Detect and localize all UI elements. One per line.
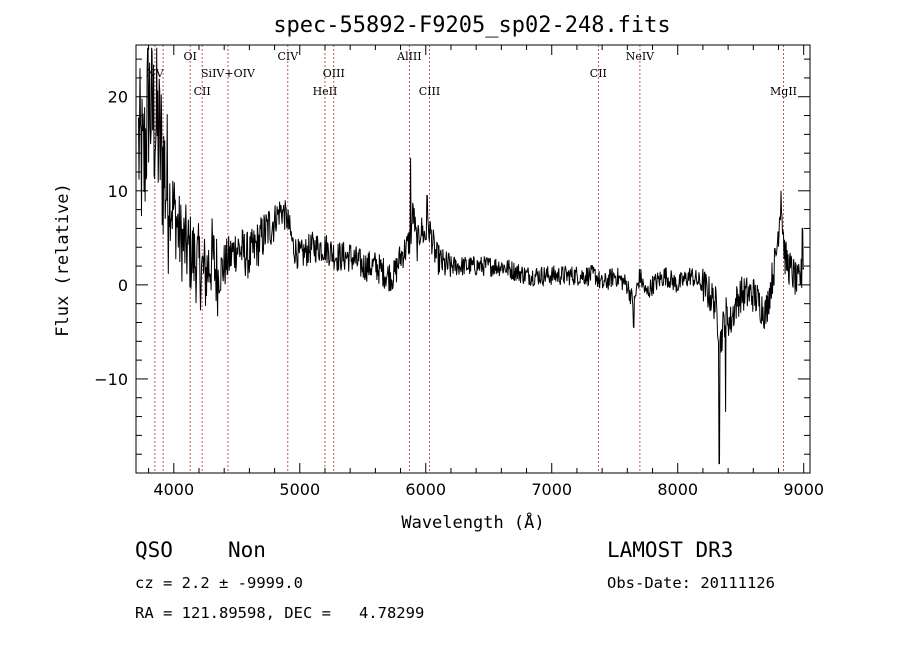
spectrum-trace — [138, 47, 805, 465]
emission-line-label: CIII — [419, 85, 440, 98]
emission-line-label: AlIII — [396, 50, 422, 63]
x-tick-label: 5000 — [279, 480, 320, 499]
x-tick-label: 7000 — [531, 480, 572, 499]
spectrum-line — [138, 47, 805, 465]
emission-line-label: CII — [590, 67, 607, 80]
emission-line-label: OI — [183, 50, 196, 63]
y-tick-label: −10 — [94, 370, 128, 389]
x-tick-label: 9000 — [783, 480, 824, 499]
object-subclass: Non — [228, 538, 266, 562]
emission-line-label: NV — [146, 67, 165, 80]
emission-line-label: HeII — [313, 85, 338, 98]
x-axis-ticks: 4000 5000 6000 7000 8000 9000 — [148, 45, 824, 499]
emission-line-label: SiIV+OIV — [201, 67, 256, 80]
emission-line-markers: NV OI CII SiIV+OIV CIV HeII OIII AlIII CIII CII Ne… — [146, 45, 797, 473]
plot-frame — [135, 44, 811, 474]
y-tick-label: 10 — [108, 182, 128, 201]
obs-date-text: Obs-Date: 20111126 — [607, 574, 775, 592]
y-axis-label: Flux (relative) — [53, 183, 73, 337]
emission-line-label: OIII — [323, 67, 345, 80]
y-tick-label: 20 — [108, 88, 128, 107]
y-tick-label: 0 — [118, 276, 128, 295]
emission-line-label: NeIV — [626, 50, 655, 63]
coordinates-text: RA = 121.89598, DEC = 4.78299 — [135, 604, 425, 622]
x-tick-label: 8000 — [657, 480, 698, 499]
emission-line-label: CIV — [277, 50, 299, 63]
x-axis-label: Wavelength (Å) — [401, 511, 544, 533]
object-class: QSO — [135, 538, 173, 562]
survey-name: LAMOST DR3 — [607, 538, 734, 562]
redshift-text: cz = 2.2 ± -9999.0 — [135, 574, 303, 592]
emission-line-label: CII — [194, 85, 211, 98]
y-axis-ticks: −10 0 10 20 — [94, 58, 810, 455]
chart-title: spec-55892-F9205_sp02-248.fits — [273, 13, 670, 38]
x-tick-label: 4000 — [153, 480, 194, 499]
x-tick-label: 6000 — [405, 480, 446, 499]
emission-line-label: MgII — [770, 85, 797, 98]
